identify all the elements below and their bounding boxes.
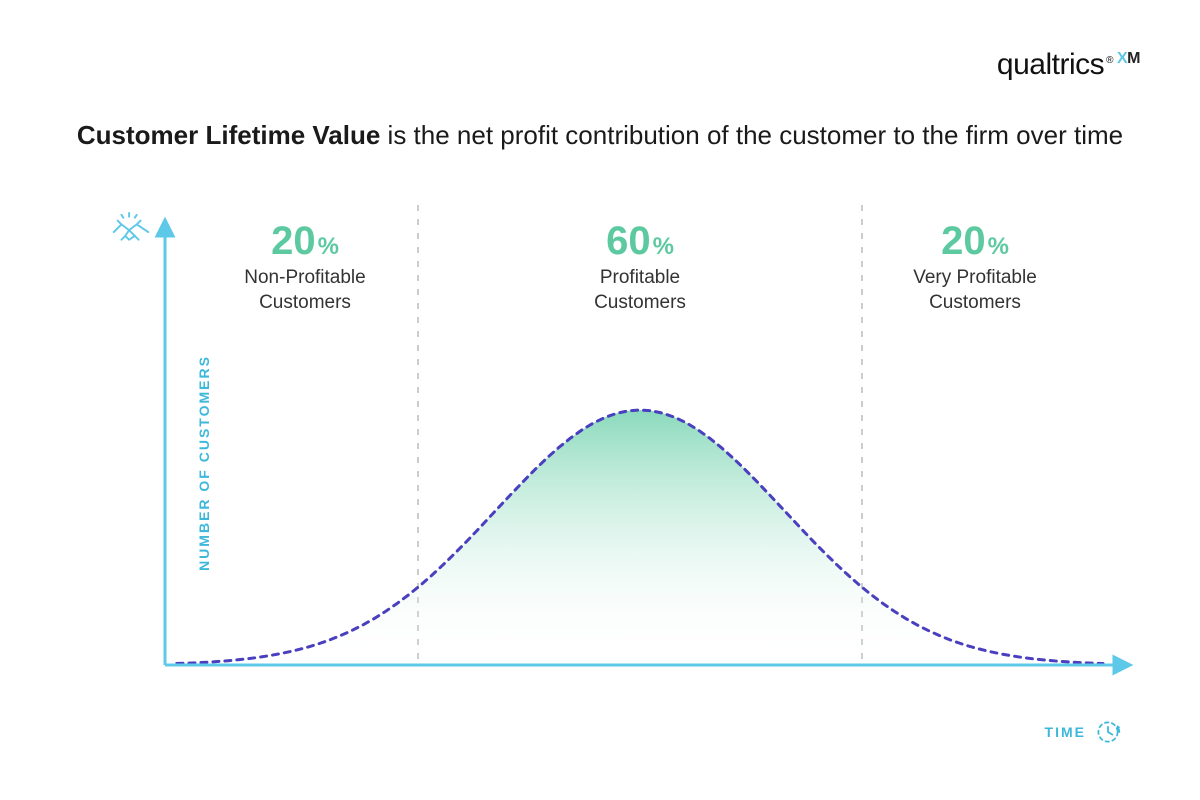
x-axis-label: TIME xyxy=(1045,718,1122,746)
brand-name: qualtrics xyxy=(997,48,1104,81)
segment-text: ProfitableCustomers xyxy=(525,266,755,315)
segment-label-1: 60%ProfitableCustomers xyxy=(525,219,755,315)
segment-text: Very ProfitableCustomers xyxy=(860,266,1090,315)
segment-pct: 20% xyxy=(860,219,1090,264)
title-rest: is the net profit contribution of the cu… xyxy=(380,120,1123,150)
brand-logo: qualtrics® XM xyxy=(997,48,1140,82)
x-axis-text: TIME xyxy=(1045,724,1086,740)
registered-mark: ® xyxy=(1106,55,1113,66)
brand-xm-mark: XM xyxy=(1117,50,1140,67)
segment-text: Non-ProfitableCustomers xyxy=(190,266,420,315)
segment-label-0: 20%Non-ProfitableCustomers xyxy=(190,219,420,315)
curve-fill xyxy=(177,410,1103,665)
chart-title: Customer Lifetime Value is the net profi… xyxy=(0,118,1200,153)
segment-pct: 20% xyxy=(190,219,420,264)
bell-curve-chart: NUMBER OF CUSTOMERS 20%Non-ProfitableCus… xyxy=(70,185,1140,740)
segment-pct: 60% xyxy=(525,219,755,264)
clock-icon xyxy=(1094,718,1122,746)
segment-label-2: 20%Very ProfitableCustomers xyxy=(860,219,1090,315)
clv-infographic: qualtrics® XM Customer Lifetime Value is … xyxy=(0,0,1200,800)
y-axis-label: NUMBER OF CUSTOMERS xyxy=(196,355,212,571)
title-bold: Customer Lifetime Value xyxy=(77,120,380,150)
handshake-icon xyxy=(108,211,154,257)
